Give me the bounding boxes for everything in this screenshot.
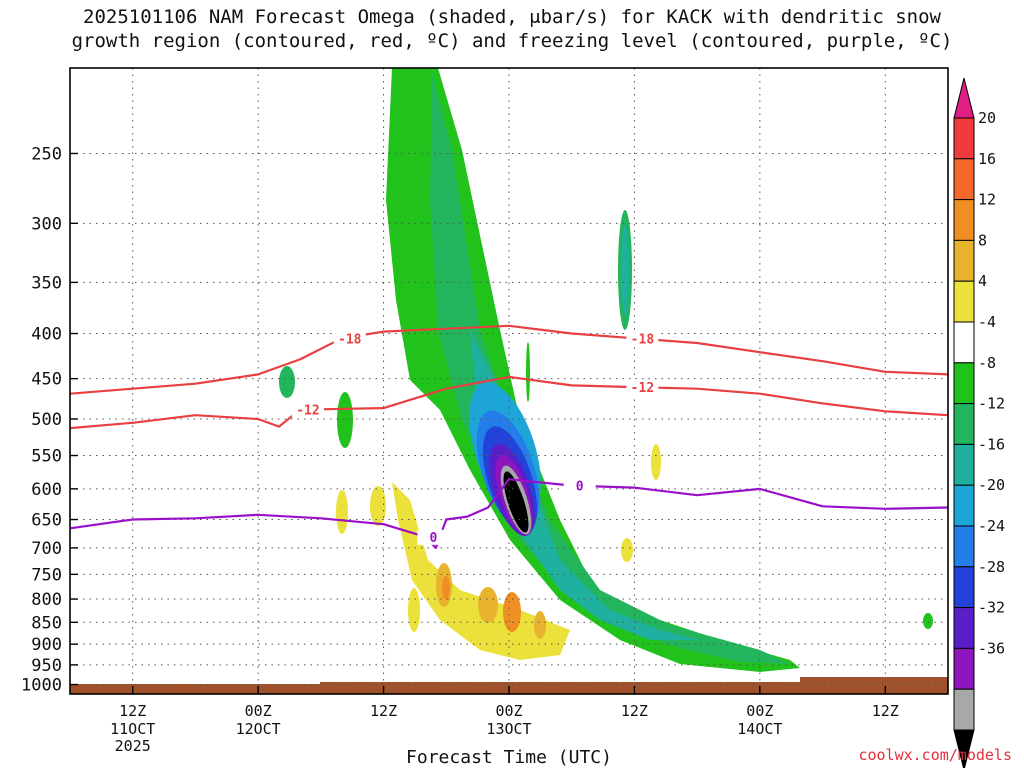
colorbar-bottom-arrow <box>953 729 975 768</box>
x-tick-label: 00Z <box>746 702 773 720</box>
colorbar-swatch <box>953 321 975 364</box>
colorbar-label: -4 <box>978 313 996 331</box>
credit-text: coolwx.com/models <box>858 746 1012 764</box>
colorbar-label: -8 <box>978 354 996 372</box>
colorbar-label: -36 <box>978 639 1005 657</box>
contour-label: -18 <box>631 332 655 347</box>
x-tick-date: 11OCT <box>110 720 155 738</box>
omega-descent-orange-3 <box>534 611 546 639</box>
omega-patch-left <box>279 366 295 398</box>
y-tick-label: 600 <box>31 480 62 500</box>
contour-label-bg <box>563 478 596 494</box>
colorbar-swatch <box>953 688 975 731</box>
colorbar-swatch <box>953 158 975 201</box>
colorbar-swatch <box>953 607 975 649</box>
colorbar-top-arrow <box>953 77 975 119</box>
contour-line-2 <box>70 478 948 549</box>
chart-title-line1: 2025101106 NAM Forecast Omega (shaded, μ… <box>83 6 941 28</box>
omega-thin-streak <box>526 342 530 402</box>
y-tick-label: 400 <box>31 325 62 345</box>
omega-descent-4 <box>408 588 420 632</box>
y-tick-label: 650 <box>31 511 62 531</box>
y-tick-label: 1000 <box>21 676 62 696</box>
omega-descent-orange-2 <box>478 587 498 623</box>
omega-patch-right <box>923 613 933 629</box>
y-tick-label: 500 <box>31 410 62 430</box>
chart-title-line2: growth region (contoured, red, ºC) and f… <box>71 30 953 52</box>
colorbar-swatch <box>953 443 975 486</box>
omega-descent-3 <box>392 482 570 660</box>
contour-label-bg <box>291 402 324 418</box>
contour-line-1 <box>70 324 948 395</box>
colorbar-label: -12 <box>978 395 1005 413</box>
y-tick-label: 450 <box>31 370 62 390</box>
y-tick-label: 850 <box>31 613 62 633</box>
omega-patch-left2 <box>337 392 353 448</box>
contour-label: -12 <box>296 404 319 419</box>
colorbar-label: 4 <box>978 272 987 290</box>
colorbar-swatch <box>953 239 975 282</box>
x-tick-label: 00Z <box>495 702 522 720</box>
contour-label: 0 <box>576 480 584 495</box>
colorbar-label: -28 <box>978 558 1005 576</box>
omega-descent-1 <box>336 490 348 534</box>
x-tick-label: 00Z <box>245 702 272 720</box>
colorbar-label: -32 <box>978 599 1005 617</box>
omega-descent-2 <box>370 486 386 526</box>
contour-label-bg <box>626 380 659 396</box>
omega-core-black <box>503 471 529 533</box>
x-axis-title: Forecast Time (UTC) <box>406 747 612 768</box>
contour-label: 0 <box>429 531 437 546</box>
y-tick-label: 750 <box>31 565 62 585</box>
colorbar-swatch <box>953 525 975 568</box>
colorbar-label: 8 <box>978 231 987 249</box>
colorbar-label: 12 <box>978 191 996 209</box>
x-tick-label: 12Z <box>119 702 146 720</box>
y-tick-label: 300 <box>31 214 62 234</box>
omega-descent-max-2 <box>442 576 450 600</box>
colorbar-swatch <box>953 566 975 609</box>
y-tick-label: 700 <box>31 539 62 559</box>
x-tick-year: 2025 <box>115 737 151 755</box>
colorbar-swatch <box>953 280 975 323</box>
y-tick-label: 250 <box>31 144 62 164</box>
colorbar-swatch <box>953 484 975 527</box>
contour-label: -18 <box>338 332 362 347</box>
y-tick-label: 900 <box>31 635 62 655</box>
colorbar-label: -24 <box>978 517 1005 535</box>
x-tick-date: 14OCT <box>737 720 782 738</box>
colorbar-swatch <box>953 403 975 445</box>
contour-label: -12 <box>631 381 654 396</box>
omega-patch-upper-core <box>621 225 629 315</box>
colorbar-swatch <box>953 362 975 405</box>
contour-label-bg <box>333 331 366 347</box>
omega-descent-max-1 <box>503 592 521 632</box>
x-tick-date: 13OCT <box>486 720 531 738</box>
colorbar-label: -20 <box>978 476 1005 494</box>
colorbar-label: 16 <box>978 150 996 168</box>
omega-descent-6 <box>621 538 633 562</box>
y-tick-label: 350 <box>31 273 62 293</box>
omega-descent-5 <box>651 444 661 480</box>
x-tick-label: 12Z <box>370 702 397 720</box>
colorbar-swatch <box>953 117 975 160</box>
x-tick-date: 12OCT <box>236 720 281 738</box>
x-tick-label: 12Z <box>872 702 899 720</box>
contour-line-0 <box>70 375 948 430</box>
contour-label-bg <box>417 529 450 545</box>
colorbar-swatch <box>953 199 975 241</box>
y-tick-label: 550 <box>31 447 62 467</box>
colorbar-label: 20 <box>978 109 996 127</box>
y-tick-label: 800 <box>31 590 62 610</box>
colorbar-label: -16 <box>978 435 1005 453</box>
contour-label-bg <box>626 331 659 347</box>
x-tick-label: 12Z <box>621 702 648 720</box>
y-tick-label: 950 <box>31 656 62 676</box>
colorbar-swatch <box>953 647 975 690</box>
